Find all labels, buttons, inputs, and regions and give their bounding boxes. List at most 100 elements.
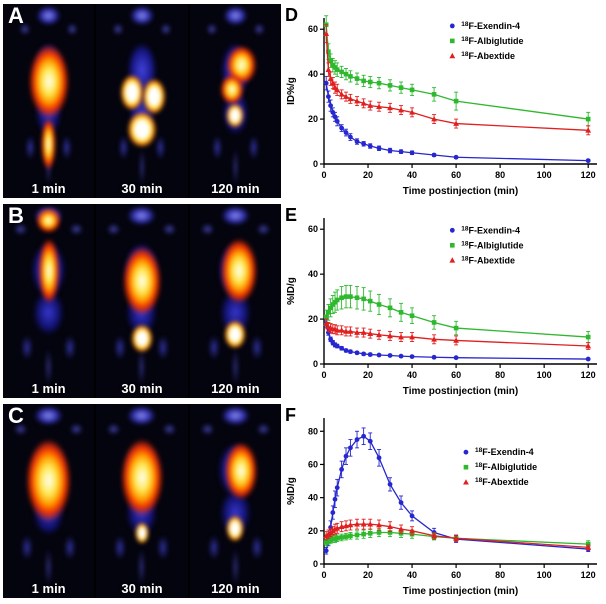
tracer-hotspot (219, 73, 244, 105)
y-tick-label: 0 (313, 159, 318, 169)
scan-time-label: 30 min (121, 381, 163, 396)
series-18F-Abextide (323, 24, 592, 136)
x-tick-label: 120 (581, 570, 596, 580)
y-tick-label: 20 (308, 526, 318, 536)
tracer-hotspot (224, 320, 247, 350)
chart-D: D 0 20 40 60 80 100 120 0 20 40 60 Time postinjecti… (284, 4, 606, 200)
x-axis-label: Time postinjection (min) (403, 186, 518, 197)
y-tick-label: 60 (308, 459, 318, 469)
chart-F: F 0 20 40 60 80 100 120 0 20 40 60 80 Time postinjec… (284, 404, 606, 600)
x-tick-label: 0 (321, 370, 326, 380)
x-tick-label: 40 (407, 370, 417, 380)
pet-image-column: A 1 min 30 min 120 min (3, 4, 281, 604)
y-tick-label: 40 (308, 69, 318, 79)
x-tick-label: 40 (407, 570, 417, 580)
scan-time-label: 1 min (31, 181, 66, 196)
pet-scan: 120 min (189, 404, 281, 598)
tracer-hotspot (120, 73, 144, 111)
scan-time-label: 30 min (121, 581, 163, 596)
tracer-hotspot (226, 102, 245, 129)
x-tick-label: 80 (495, 170, 505, 180)
legend-label: 18F-Exendin-4 (475, 447, 534, 457)
x-tick-label: 60 (451, 370, 461, 380)
legend-label: 18F-Exendin-4 (461, 225, 520, 235)
tracer-hotspot (224, 440, 259, 501)
scan-time-label: 30 min (121, 181, 163, 196)
pet-scan: 30 min (96, 204, 188, 398)
panel-label: A (8, 3, 24, 28)
tracer-hotspot (41, 116, 56, 171)
panel-label: C (8, 403, 24, 428)
x-tick-label: 80 (495, 370, 505, 380)
scan-time-label: 1 min (31, 381, 66, 396)
tracer-hotspot (24, 436, 73, 525)
legend-label: 18F-Exendin-4 (461, 21, 520, 31)
x-tick-label: 80 (495, 570, 505, 580)
legend-label: 18F-Albiglutide (475, 462, 537, 472)
legend-label: 18F-Albiglutide (461, 36, 523, 46)
pet-scan: 1 min (3, 404, 95, 598)
y-tick-label: 60 (308, 24, 318, 34)
x-tick-label: 0 (321, 570, 326, 580)
panel-label: E (285, 205, 298, 225)
series-18F-Abextide (323, 318, 592, 350)
legend: 18F-Exendin-4 18F-Albiglutide 18F-Abextide (449, 21, 524, 61)
pet-panel-A: A 1 min 30 min 120 min (3, 4, 281, 198)
y-tick-label: 20 (308, 114, 318, 124)
tracer-hotspot (37, 236, 60, 305)
pet-scan: 120 min (189, 4, 281, 198)
chart-svg-D: 0 20 40 60 80 100 120 0 20 40 60 Time postinjection… (286, 15, 597, 197)
legend-label: 18F-Abextide (475, 477, 529, 487)
panel-label: F (285, 405, 296, 425)
chart-E: E 0 20 40 60 80 100 120 0 20 40 60 Time postinjecti… (284, 204, 606, 400)
tracer-hotspot (131, 324, 153, 354)
tracer-hotspot (141, 77, 166, 115)
chart-svg-E: 0 20 40 60 80 100 120 0 20 40 60 Time postinjection… (286, 218, 597, 397)
tracer-hotspot (226, 514, 245, 542)
panel-label: B (8, 203, 24, 228)
x-tick-label: 60 (451, 570, 461, 580)
tracer-hotspot (127, 110, 157, 148)
x-tick-label: 120 (581, 370, 596, 380)
pet-scan: 30 min (96, 4, 188, 198)
y-tick-label: 0 (313, 359, 318, 369)
y-axis-label: %ID/g (286, 277, 297, 305)
pet-scan: 1 min (3, 4, 95, 198)
tracer-hotspot (121, 244, 163, 317)
tracer-hotspot (134, 522, 150, 544)
legend: 18F-Exendin-4 18F-Albiglutide 18F-Abextide (463, 447, 537, 487)
y-tick-label: 80 (308, 426, 318, 436)
scan-time-label: 120 min (211, 181, 260, 196)
pet-panel-B: B 1 min 30 min 120 min (3, 204, 281, 398)
series-18F-Exendin-4 (323, 75, 591, 164)
pet-scan: 120 min (189, 204, 281, 398)
mouse-outline (189, 404, 281, 598)
x-axis-label: Time postinjection (min) (403, 386, 518, 397)
x-tick-label: 0 (321, 170, 326, 180)
panel-label: D (285, 5, 298, 25)
y-tick-label: 40 (308, 269, 318, 279)
scan-time-label: 120 min (211, 381, 260, 396)
series-18F-Albiglutide (323, 15, 591, 127)
x-axis-label: Time postinjection (min) (403, 586, 518, 597)
x-tick-label: 40 (407, 170, 417, 180)
scan-time-label: 1 min (31, 581, 66, 596)
series-18F-Exendin-4 (323, 427, 591, 555)
pet-panel-C: C 1 min 30 min 120 min (3, 404, 281, 598)
y-tick-label: 0 (313, 559, 318, 569)
series-18F-Abextide (323, 518, 592, 551)
chart-svg-F: 0 20 40 60 80 100 120 0 20 40 60 80 Time postinjecti… (286, 418, 597, 597)
x-tick-label: 100 (537, 570, 552, 580)
tracer-hotspot (120, 436, 164, 519)
y-tick-label: 40 (308, 493, 318, 503)
legend: 18F-Exendin-4 18F-Albiglutide 18F-Abextide (449, 225, 524, 265)
x-tick-label: 20 (363, 570, 373, 580)
legend-label: 18F-Albiglutide (461, 240, 523, 250)
series-18F-Albiglutide (323, 284, 591, 344)
tracer-hotspot (35, 207, 62, 234)
tracer-hotspot (27, 42, 70, 121)
tracer-hotspot (219, 236, 259, 305)
x-tick-label: 20 (363, 170, 373, 180)
scan-time-label: 120 min (211, 581, 260, 596)
